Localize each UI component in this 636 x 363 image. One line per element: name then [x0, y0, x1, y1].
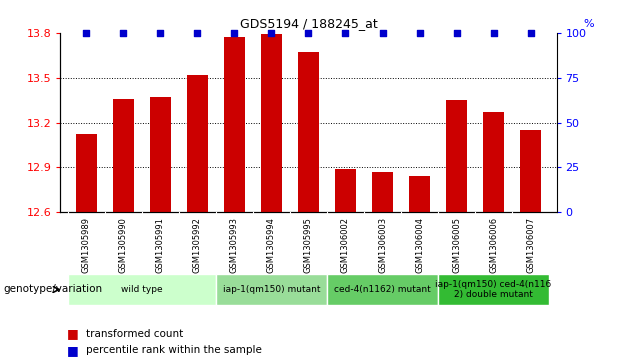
Point: [118, 30, 128, 36]
Text: iap-1(qm150) mutant: iap-1(qm150) mutant: [223, 285, 320, 294]
Bar: [113, 99, 134, 212]
Bar: [298, 52, 319, 212]
Text: GSM1305993: GSM1305993: [230, 217, 239, 273]
Text: GSM1305995: GSM1305995: [304, 217, 313, 273]
Text: GSM1306004: GSM1306004: [415, 217, 424, 273]
Text: GSM1306005: GSM1306005: [452, 217, 461, 273]
Text: genotype/variation: genotype/variation: [3, 285, 102, 294]
Text: %: %: [584, 19, 595, 29]
Point: [81, 30, 92, 36]
Bar: [261, 34, 282, 212]
Text: ced-4(n1162) mutant: ced-4(n1162) mutant: [334, 285, 431, 294]
Text: GSM1305989: GSM1305989: [82, 217, 91, 273]
Point: [452, 30, 462, 36]
Point: [377, 30, 387, 36]
Text: GSM1306003: GSM1306003: [378, 217, 387, 273]
Bar: [410, 176, 430, 212]
Text: GSM1306002: GSM1306002: [341, 217, 350, 273]
Bar: [520, 130, 541, 212]
Bar: [150, 97, 170, 212]
Point: [303, 30, 314, 36]
Text: GSM1305994: GSM1305994: [267, 217, 276, 273]
Text: wild type: wild type: [121, 285, 163, 294]
Point: [415, 30, 425, 36]
Point: [155, 30, 165, 36]
Bar: [483, 112, 504, 212]
Point: [340, 30, 350, 36]
Bar: [446, 100, 467, 212]
Bar: [68, 274, 216, 305]
Bar: [225, 37, 245, 212]
Text: percentile rank within the sample: percentile rank within the sample: [86, 345, 262, 355]
Text: transformed count: transformed count: [86, 329, 183, 339]
Bar: [187, 75, 207, 212]
Text: GSM1305991: GSM1305991: [156, 217, 165, 273]
Bar: [438, 274, 549, 305]
Point: [230, 30, 240, 36]
Bar: [327, 274, 438, 305]
Point: [266, 30, 277, 36]
Text: ■: ■: [67, 344, 78, 357]
Text: iap-1(qm150) ced-4(n116
2) double mutant: iap-1(qm150) ced-4(n116 2) double mutant: [436, 280, 551, 299]
Text: GSM1305990: GSM1305990: [119, 217, 128, 273]
Text: GSM1306007: GSM1306007: [526, 217, 535, 273]
Point: [192, 30, 202, 36]
Bar: [76, 135, 97, 212]
Title: GDS5194 / 188245_at: GDS5194 / 188245_at: [240, 17, 377, 30]
Text: GSM1306006: GSM1306006: [489, 217, 498, 273]
Point: [488, 30, 499, 36]
Bar: [216, 274, 327, 305]
Text: ■: ■: [67, 327, 78, 340]
Bar: [372, 172, 392, 212]
Bar: [335, 169, 356, 212]
Text: GSM1305992: GSM1305992: [193, 217, 202, 273]
Point: [525, 30, 536, 36]
